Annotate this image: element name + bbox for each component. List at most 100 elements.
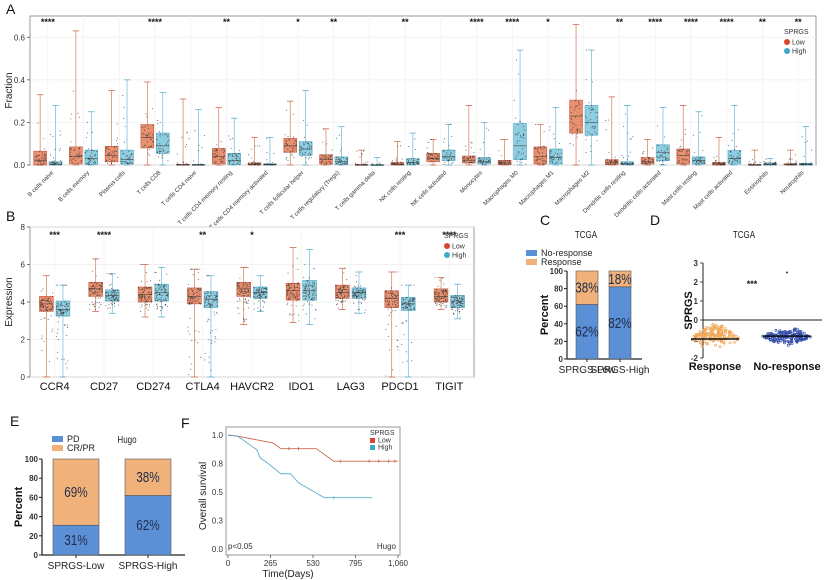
data-point <box>449 149 451 151</box>
x-tick-label: B cells naive <box>27 170 56 199</box>
data-point <box>190 268 192 270</box>
data-point <box>41 164 43 166</box>
data-point <box>772 164 774 166</box>
y-tick-label: 1.0 <box>212 431 224 440</box>
box-high-18 <box>691 111 706 166</box>
data-point <box>321 156 323 158</box>
data-point <box>451 301 453 304</box>
data-point <box>139 298 141 300</box>
data-point <box>360 296 362 299</box>
data-point <box>309 146 311 148</box>
data-point <box>731 161 733 163</box>
data-point <box>287 159 289 161</box>
data-point <box>348 294 350 296</box>
data-point <box>588 107 590 109</box>
data-point <box>270 164 273 166</box>
data-point <box>247 291 249 293</box>
data-point <box>117 292 119 294</box>
data-point <box>307 283 309 285</box>
data-point <box>36 158 38 160</box>
data-point <box>275 163 277 165</box>
data-point <box>47 306 49 308</box>
data-point <box>795 340 799 344</box>
data-point <box>189 317 191 319</box>
data-point <box>124 161 126 163</box>
data-point <box>353 289 355 291</box>
data-point <box>159 306 161 308</box>
data-point <box>340 287 342 289</box>
data-point <box>100 284 102 286</box>
data-point <box>111 150 113 152</box>
data-point <box>38 160 40 162</box>
data-point <box>308 145 310 147</box>
data-point <box>427 155 429 157</box>
data-point <box>338 291 340 293</box>
data-point <box>87 163 89 165</box>
data-point <box>146 134 148 136</box>
data-point <box>341 161 344 163</box>
data-point <box>665 158 667 161</box>
data-point <box>95 292 97 294</box>
data-point <box>111 298 113 300</box>
data-point <box>624 113 626 115</box>
data-point <box>699 342 703 346</box>
data-point <box>442 292 444 294</box>
data-point <box>191 301 194 303</box>
data-point <box>146 299 148 301</box>
data-point <box>364 295 367 297</box>
data-point <box>296 291 298 293</box>
data-point <box>479 162 481 164</box>
y-tick-label: 40 <box>29 513 38 522</box>
data-point <box>266 164 268 166</box>
data-point <box>540 148 542 150</box>
data-point <box>206 291 208 293</box>
data-point <box>391 294 393 296</box>
data-point <box>396 299 398 301</box>
data-point <box>229 138 231 140</box>
data-point <box>143 290 145 292</box>
data-point <box>391 162 393 164</box>
data-point <box>313 281 315 283</box>
data-point <box>192 298 194 300</box>
data-point <box>792 164 794 166</box>
data-point <box>44 155 46 157</box>
data-point <box>372 164 374 166</box>
data-point <box>289 139 291 141</box>
data-point <box>559 142 561 144</box>
data-point <box>48 360 50 362</box>
data-point <box>158 279 160 281</box>
data-point <box>499 161 501 163</box>
data-point <box>181 136 183 138</box>
data-point <box>357 287 359 289</box>
data-point <box>715 164 717 166</box>
data-point <box>652 147 654 149</box>
data-point <box>165 134 168 136</box>
data-point <box>243 301 245 303</box>
data-point <box>427 157 429 159</box>
data-point <box>330 155 332 157</box>
data-point <box>649 163 651 165</box>
data-point <box>448 157 450 159</box>
data-point <box>161 300 164 302</box>
data-point <box>309 284 311 286</box>
data-point <box>651 158 653 161</box>
data-point <box>772 340 776 344</box>
data-point <box>291 294 293 296</box>
data-point <box>656 160 658 162</box>
data-point <box>500 139 502 141</box>
data-point <box>592 109 594 111</box>
data-point <box>148 149 150 151</box>
data-point <box>688 161 690 163</box>
data-point <box>364 294 366 296</box>
y-axis-label: Percent <box>13 486 25 527</box>
data-point <box>362 163 364 165</box>
data-point <box>51 306 53 308</box>
data-point <box>443 149 445 151</box>
data-point <box>189 297 191 299</box>
significance-label: ** <box>402 17 410 27</box>
data-point <box>551 160 553 162</box>
data-point <box>43 299 45 301</box>
data-point <box>263 164 265 166</box>
data-point <box>88 161 91 163</box>
data-point <box>162 134 164 136</box>
